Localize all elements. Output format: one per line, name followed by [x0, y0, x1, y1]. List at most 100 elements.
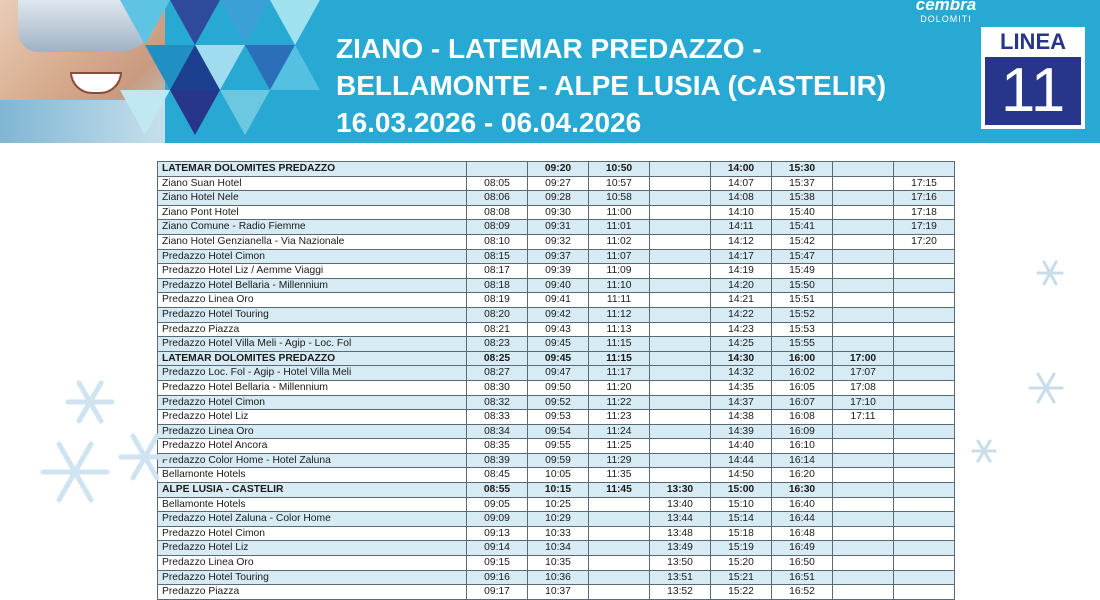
- departure-time: 13:50: [649, 555, 711, 571]
- departure-time: 14:37: [710, 394, 772, 411]
- validity-dates: 16.03.2026 - 06.04.2026: [336, 107, 642, 138]
- departure-time: [832, 511, 894, 527]
- departure-time: [649, 336, 711, 352]
- departure-time: 08:05: [466, 175, 528, 192]
- departure-time: [893, 306, 955, 323]
- departure-time: 08:10: [466, 233, 528, 250]
- departure-time: [832, 336, 894, 352]
- departure-time: [893, 365, 955, 381]
- departure-time: 08:27: [466, 365, 528, 381]
- route-title: ZIANO - LATEMAR PREDAZZO - BELLAMONTE - …: [336, 30, 886, 141]
- departure-time: 13:44: [649, 511, 711, 527]
- departure-time: 14:23: [710, 321, 772, 338]
- stop-name: Ziano Hotel Nele: [157, 190, 467, 206]
- departure-time: [893, 409, 955, 425]
- departure-time: 15:40: [771, 204, 833, 221]
- departure-time: [893, 379, 955, 396]
- departure-time: [832, 321, 894, 338]
- timetable-section-row: LATEMAR DOLOMITES PREDAZZO 09:20 10:50 14:0…: [157, 161, 955, 177]
- stop-name: Predazzo Linea Oro: [157, 292, 467, 308]
- timetable-row: Ziano Pont Hotel 08:08 09:30 11:00 14:10 15:4…: [157, 204, 955, 221]
- departure-time: 08:45: [466, 467, 528, 484]
- departure-time: 10:33: [527, 525, 589, 542]
- stop-name: ALPE LUSIA - CASTELIR: [157, 482, 467, 498]
- departure-time: 14:39: [710, 423, 772, 440]
- brand-subtitle: DOLOMITI: [920, 14, 972, 24]
- departure-time: 14:40: [710, 438, 772, 454]
- departure-time: [649, 321, 711, 338]
- departure-time: 10:37: [527, 584, 589, 600]
- departure-time: 08:06: [466, 190, 528, 206]
- departure-time: 15:22: [710, 584, 772, 600]
- departure-time: 10:57: [588, 175, 650, 192]
- departure-time: 08:19: [466, 292, 528, 308]
- stop-name: Ziano Pont Hotel: [157, 204, 467, 221]
- brand-name: cembra: [915, 0, 977, 14]
- stop-name: Ziano Suan Hotel: [157, 175, 467, 192]
- departure-time: [832, 423, 894, 440]
- timetable-row: Predazzo Color Home - Hotel Zaluna 08:39 0…: [157, 452, 955, 469]
- timetable-row: Predazzo Hotel Bellaria - Millennium 08:1…: [157, 277, 955, 294]
- departure-time: 14:17: [710, 248, 772, 265]
- departure-time: [649, 379, 711, 396]
- stop-name: Predazzo Color Home - Hotel Zaluna: [157, 452, 467, 469]
- departure-time: [832, 292, 894, 308]
- departure-time: 15:47: [771, 248, 833, 265]
- departure-time: 16:05: [771, 379, 833, 396]
- departure-time: [893, 292, 955, 308]
- departure-time: 14:00: [710, 161, 772, 177]
- timetable-row: Predazzo Piazza 09:17 10:37 13:52 15:22 16:52: [157, 584, 955, 600]
- departure-time: 11:07: [588, 248, 650, 265]
- departure-time: 15:55: [771, 336, 833, 352]
- smile-graphic: [70, 72, 122, 94]
- departure-time: [832, 496, 894, 513]
- departure-time: [466, 161, 528, 177]
- timetable-row: Predazzo Hotel Cimon 08:15 09:37 11:07 14:17…: [157, 248, 955, 265]
- stop-name: Predazzo Piazza: [157, 584, 467, 600]
- departure-time: 09:45: [527, 336, 589, 352]
- stop-name: LATEMAR DOLOMITES PREDAZZO: [157, 350, 467, 367]
- departure-time: 16:44: [771, 511, 833, 527]
- departure-time: [649, 409, 711, 425]
- departure-time: 08:33: [466, 409, 528, 425]
- timetable-row: Bellamonte Hotels 08:45 10:05 11:35 14:50 16:…: [157, 467, 955, 484]
- departure-time: [649, 219, 711, 235]
- departure-time: 17:07: [832, 365, 894, 381]
- departure-time: 09:41: [527, 292, 589, 308]
- departure-time: [649, 190, 711, 206]
- departure-time: 14:21: [710, 292, 772, 308]
- departure-time: 11:22: [588, 394, 650, 411]
- departure-time: [588, 569, 650, 586]
- departure-time: 09:50: [527, 379, 589, 396]
- departure-time: 14:35: [710, 379, 772, 396]
- timetable: LATEMAR DOLOMITES PREDAZZO 09:20 10:50 14:0…: [157, 161, 955, 600]
- departure-time: [588, 496, 650, 513]
- departure-time: 15:14: [710, 511, 772, 527]
- departure-time: [893, 525, 955, 542]
- departure-time: 09:16: [466, 569, 528, 586]
- departure-time: 13:48: [649, 525, 711, 542]
- departure-time: 14:44: [710, 452, 772, 469]
- stop-name: Predazzo Hotel Zaluna - Color Home: [157, 511, 467, 527]
- timetable-row: Ziano Hotel Genzianella - Via Nazionale 0…: [157, 233, 955, 250]
- departure-time: 11:00: [588, 204, 650, 221]
- stop-name: Bellamonte Hotels: [157, 496, 467, 513]
- departure-time: 09:14: [466, 540, 528, 557]
- departure-time: 09:37: [527, 248, 589, 265]
- departure-time: 15:53: [771, 321, 833, 338]
- departure-time: [893, 511, 955, 527]
- departure-time: [832, 263, 894, 279]
- departure-time: 17:16: [893, 190, 955, 206]
- timetable-row: Predazzo Hotel Cimon 09:13 10:33 13:48 15:18…: [157, 525, 955, 542]
- timetable-row: Predazzo Hotel Villa Meli - Agip - Loc. …: [157, 336, 955, 352]
- departure-time: 09:47: [527, 365, 589, 381]
- departure-time: 16:08: [771, 409, 833, 425]
- departure-time: 14:10: [710, 204, 772, 221]
- timetable-row: Ziano Hotel Nele 08:06 09:28 10:58 14:08 15:3…: [157, 190, 955, 206]
- departure-time: 13:40: [649, 496, 711, 513]
- departure-time: 11:01: [588, 219, 650, 235]
- departure-time: 10:05: [527, 467, 589, 484]
- departure-time: 11:45: [588, 482, 650, 498]
- departure-time: 14:12: [710, 233, 772, 250]
- departure-time: [832, 306, 894, 323]
